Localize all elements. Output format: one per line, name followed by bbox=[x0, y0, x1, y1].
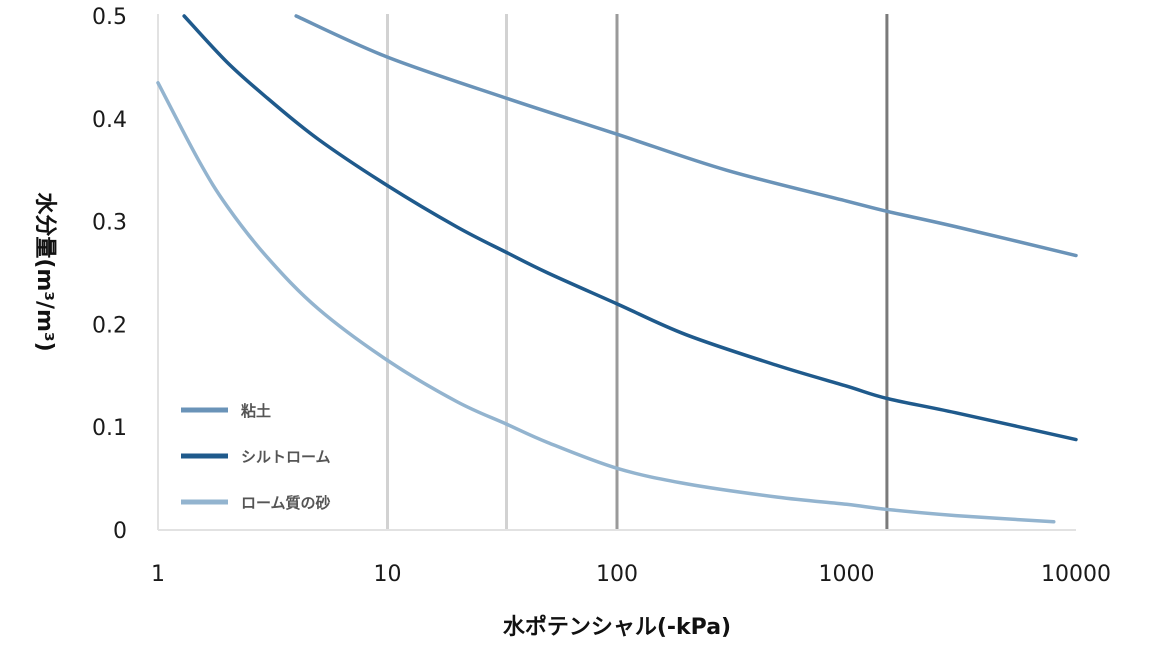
legend-label: シルトローム bbox=[241, 448, 331, 466]
series-lines bbox=[156, 14, 1078, 524]
y-axis-title: 水分量(m³/m³) bbox=[32, 192, 57, 351]
y-tick-label: 0.3 bbox=[92, 211, 127, 236]
y-tick-label: 0.2 bbox=[92, 313, 127, 338]
axes bbox=[157, 14, 1076, 531]
x-tick-label: 1000 bbox=[819, 562, 875, 587]
series-line bbox=[182, 14, 1078, 442]
series-line bbox=[294, 14, 1078, 258]
x-tick-label: 1 bbox=[151, 562, 165, 587]
y-tick-label: 0.5 bbox=[92, 5, 127, 30]
legend-label: 粘土 bbox=[241, 402, 271, 420]
y-tick-label: 0.4 bbox=[92, 108, 127, 133]
reference-lines bbox=[386, 14, 889, 530]
x-tick-label: 10 bbox=[374, 562, 402, 587]
x-tick-label: 10000 bbox=[1041, 562, 1111, 587]
x-axis-title: 水ポテンシャル(-kPa) bbox=[503, 614, 731, 640]
x-tick-label: 100 bbox=[596, 562, 638, 587]
y-tick-label: 0.1 bbox=[92, 416, 127, 441]
tick-labels: 1 10 100 1000 10000 0 0.1 0.2 0.3 0.4 0.5 bbox=[92, 5, 1111, 587]
legend-label: ローム質の砂 bbox=[241, 494, 331, 512]
series-line bbox=[156, 81, 1056, 524]
y-tick-label: 0 bbox=[113, 519, 127, 544]
